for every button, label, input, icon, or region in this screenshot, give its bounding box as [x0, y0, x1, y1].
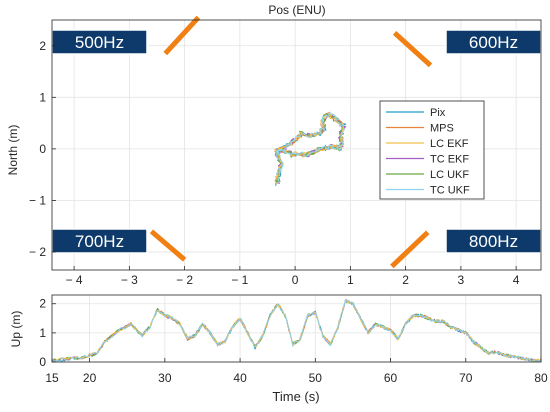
altitude-plot-frame	[51, 294, 542, 363]
altitude-trace-tc-ukf	[51, 299, 542, 363]
altitude-x-tick-label: 70	[459, 371, 473, 385]
altitude-x-tick-label: 15	[45, 371, 59, 385]
position-plot-frame	[51, 19, 542, 271]
position-trajectories	[274, 111, 347, 186]
trajectory-tc-ukf	[275, 111, 345, 185]
position-x-tick-label: 3	[458, 273, 465, 287]
frequency-pointer	[149, 229, 187, 262]
frequency-pointer	[392, 31, 433, 68]
position-x-tick-label: − 1	[231, 273, 248, 287]
position-x-tick-label: − 2	[176, 273, 193, 287]
frequency-callouts: 500Hz 600Hz 700Hz 800Hz	[51, 29, 542, 254]
frequency-callout-box	[445, 228, 542, 254]
position-y-tick-label: − 2	[29, 245, 46, 259]
altitude-traces	[51, 299, 542, 363]
altitude-x-tick-label: 30	[158, 371, 172, 385]
position-x-tick-label: − 4	[66, 273, 83, 287]
position-y-axis-label: North (m)	[6, 125, 20, 176]
altitude-y-axis-label: Up (m)	[9, 311, 23, 348]
frequency-callout-box	[445, 29, 542, 55]
frequency-pointer	[390, 230, 430, 269]
altitude-x-tick-label: 80	[534, 371, 548, 385]
altitude-x-tick-label: 60	[384, 371, 398, 385]
position-x-tick-label: − 3	[121, 273, 138, 287]
legend: Pix MPS LC EKF TC EKF LC UKF TC UKF	[379, 100, 485, 200]
position-x-tick-label: 1	[347, 273, 354, 287]
frequency-callout-label: 800Hz	[469, 232, 518, 251]
altitude-x-axis-label: Time (s)	[272, 389, 319, 404]
position-plot: 500Hz 600Hz 700Hz 800Hz − 4 − 3 − 2 − 1 0 1 2 3 4 2 1…	[6, 3, 542, 287]
position-y-tick-label: 0	[39, 142, 46, 156]
position-plot-title: Pos (ENU)	[268, 3, 325, 17]
altitude-x-tick-label: 40	[233, 371, 247, 385]
altitude-x-tick-label: 20	[83, 371, 97, 385]
trajectory-lc-ekf	[274, 113, 345, 184]
legend-label: MPS	[430, 123, 454, 135]
legend-label: LC EKF	[430, 138, 469, 150]
legend-label: TC UKF	[430, 185, 470, 197]
frequency-callout-box	[51, 29, 148, 55]
frequency-callout-label: 700Hz	[75, 232, 124, 251]
frequency-callout-label: 500Hz	[75, 33, 124, 52]
altitude-y-tick-label: 1	[39, 326, 46, 340]
legend-label: LC UKF	[430, 169, 469, 181]
position-y-tick-label: − 1	[29, 193, 46, 207]
legend-label: Pix	[430, 107, 446, 119]
position-x-tick-label: 0	[292, 273, 299, 287]
position-x-tick-label: 4	[513, 273, 520, 287]
legend-box	[379, 100, 485, 200]
frequency-pointers	[149, 15, 433, 269]
altitude-y-tick-label: 2	[39, 297, 46, 311]
altitude-plot: 15 20 30 40 50 60 70 80 0 1 2 Time (s) Up (m)	[9, 294, 548, 404]
position-y-tick-label: 2	[39, 39, 46, 53]
altitude-x-tick-label: 50	[309, 371, 323, 385]
frequency-pointer	[163, 15, 201, 56]
frequency-callout-label: 600Hz	[469, 33, 518, 52]
legend-label: TC EKF	[430, 154, 469, 166]
position-y-tick-label: 1	[39, 90, 46, 104]
altitude-ticks: 15 20 30 40 50 60 70 80 0 1 2	[39, 297, 548, 385]
position-x-tick-label: 2	[402, 273, 409, 287]
position-ticks: − 4 − 3 − 2 − 1 0 1 2 3 4 2 1 0 − 1 − 2	[29, 39, 520, 287]
altitude-y-tick-label: 0	[39, 355, 46, 369]
